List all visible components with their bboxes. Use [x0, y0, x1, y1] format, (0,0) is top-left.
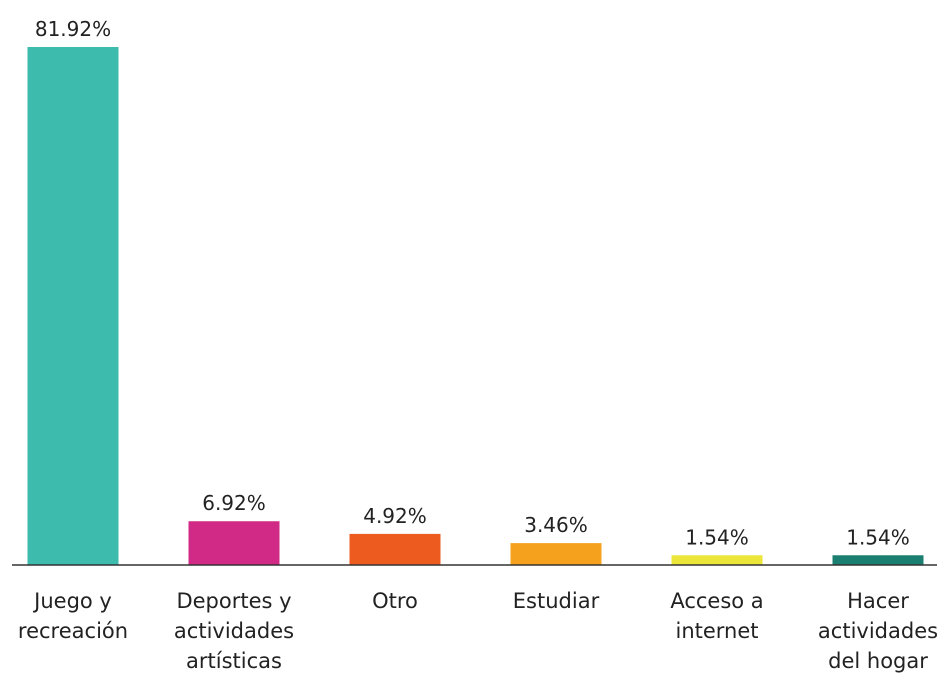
value-labels-layer: 81.92% 6.92% 4.92% 3.46% 1.54% 1.54% — [35, 17, 910, 549]
value-label-cat-2: 4.92% — [363, 504, 427, 528]
category-label-line: Juego y — [32, 589, 112, 613]
category-label-cat-3: Estudiar — [513, 589, 600, 613]
category-label-cat-4: Acceso a internet — [670, 589, 763, 643]
category-label-cat-1: Deportes y actividades artísticas — [174, 589, 294, 673]
category-label-cat-2: Otro — [372, 589, 418, 613]
category-label-line: internet — [675, 619, 758, 643]
bar-cat-3 — [510, 543, 602, 565]
category-label-line: actividades — [818, 619, 938, 643]
category-label-line: recreación — [18, 619, 128, 643]
category-labels-layer: Juego y recreación Deportes y actividades ar… — [18, 589, 938, 673]
bar-cat-1 — [188, 521, 280, 565]
category-label-line: Deportes y — [176, 589, 291, 613]
category-label-line: Estudiar — [513, 589, 600, 613]
bar-cat-0 — [27, 47, 119, 565]
value-label-cat-4: 1.54% — [685, 525, 749, 549]
value-label-cat-1: 6.92% — [202, 491, 266, 515]
value-label-cat-0: 81.92% — [35, 17, 111, 41]
category-label-line: artísticas — [186, 649, 282, 673]
category-label-cat-0: Juego y recreación — [18, 589, 128, 643]
bars-layer — [27, 47, 924, 565]
value-label-cat-5: 1.54% — [846, 525, 910, 549]
value-label-cat-3: 3.46% — [524, 513, 588, 537]
category-label-line: Otro — [372, 589, 418, 613]
bar-cat-2 — [349, 533, 441, 565]
category-label-line: del hogar — [828, 649, 928, 673]
category-label-line: Acceso a — [670, 589, 763, 613]
category-label-line: Hacer — [847, 589, 909, 613]
category-label-line: actividades — [174, 619, 294, 643]
bar-cat-4 — [671, 555, 763, 565]
bar-cat-5 — [832, 555, 924, 565]
category-label-cat-5: Hacer actividades del hogar — [818, 589, 938, 673]
